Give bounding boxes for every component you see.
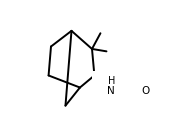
- Text: H: H: [108, 76, 115, 86]
- Text: H: H: [108, 76, 115, 86]
- Text: N: N: [107, 86, 115, 96]
- Text: O: O: [141, 86, 149, 96]
